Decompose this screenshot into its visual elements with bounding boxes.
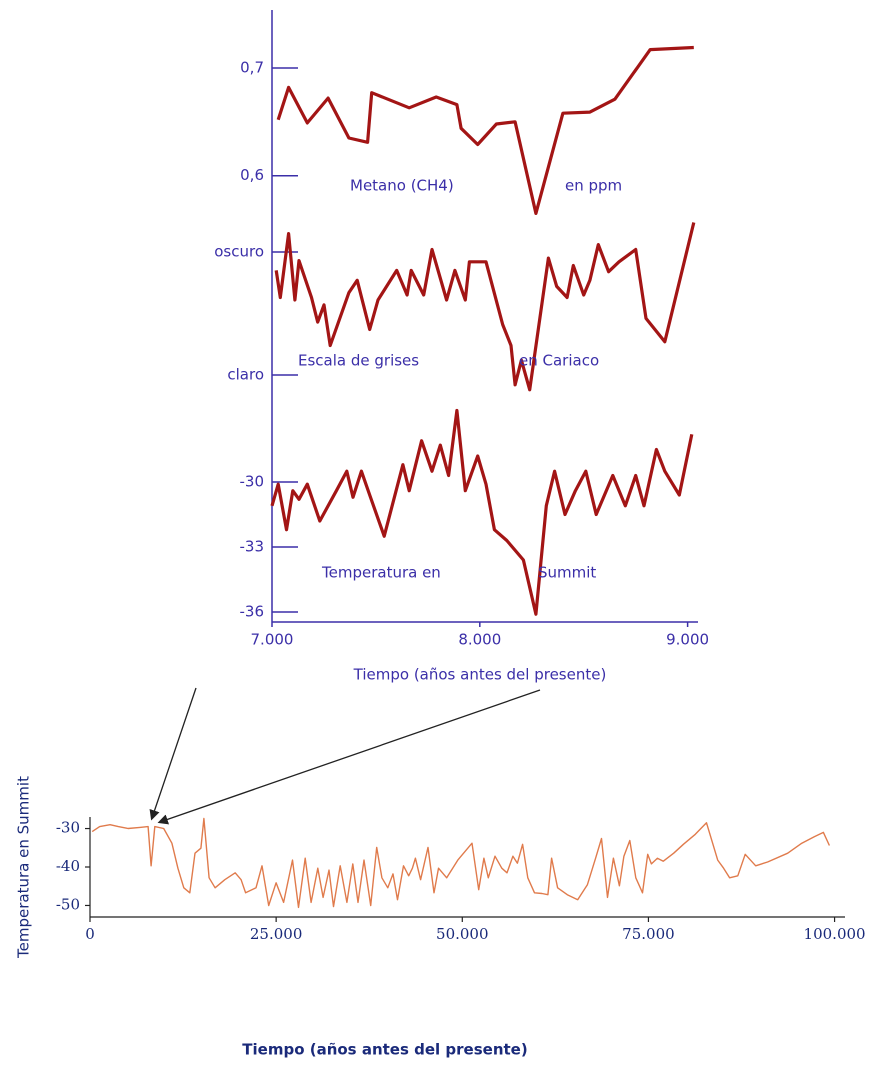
x-tick-label: 25.000 [250, 925, 303, 943]
data-line [91, 817, 831, 909]
y-tick-label: claro [227, 366, 264, 384]
y-tick-label: -30 [56, 819, 80, 837]
full-chart: 0 25.000 50.000 75.000 100.000 -30 -40 -50 Tiemp… [15, 776, 866, 1059]
zoom-arrow [157, 689, 541, 825]
x-tick-label: 0 [85, 925, 95, 943]
y-tick-label: -30 [240, 472, 265, 490]
data-line [270, 408, 694, 616]
y-tick-label: -40 [56, 857, 80, 875]
panel-label: Summit [538, 564, 596, 582]
y-tick-label: 0,6 [240, 166, 264, 184]
x-tick-label: 75.000 [622, 925, 675, 943]
y-tick-label: -50 [56, 895, 80, 913]
x-tick-label: 50.000 [436, 925, 489, 943]
y-tick-label: oscuro [214, 243, 264, 261]
zoom-chart: 7.000 8.000 9.000 Tiempo (años antes del pr… [214, 10, 709, 684]
x-tick-label: 7.000 [251, 631, 294, 649]
panel-label: en ppm [565, 177, 622, 195]
x-axis-title: Tiempo (años antes del presente) [353, 666, 607, 684]
x-tick-label: 8.000 [458, 631, 501, 649]
y-tick-label: -36 [240, 603, 265, 621]
panel-label: Temperatura en [321, 564, 441, 582]
zoom-arrow [149, 687, 197, 821]
data-line [274, 222, 696, 392]
y-tick-label: -33 [240, 538, 265, 556]
panel-label: Escala de grises [298, 352, 419, 370]
x-tick-label: 9.000 [666, 631, 709, 649]
panel-label: Metano (CH4) [350, 177, 454, 195]
y-axis-title: Temperatura en Summit [15, 776, 33, 959]
panel-label: en Cariaco [519, 352, 599, 370]
data-line [276, 45, 694, 215]
x-axis-title: Tiempo (años antes del presente) [242, 1041, 527, 1059]
x-tick-label: 100.000 [804, 925, 866, 943]
y-tick-label: 0,7 [240, 58, 264, 76]
